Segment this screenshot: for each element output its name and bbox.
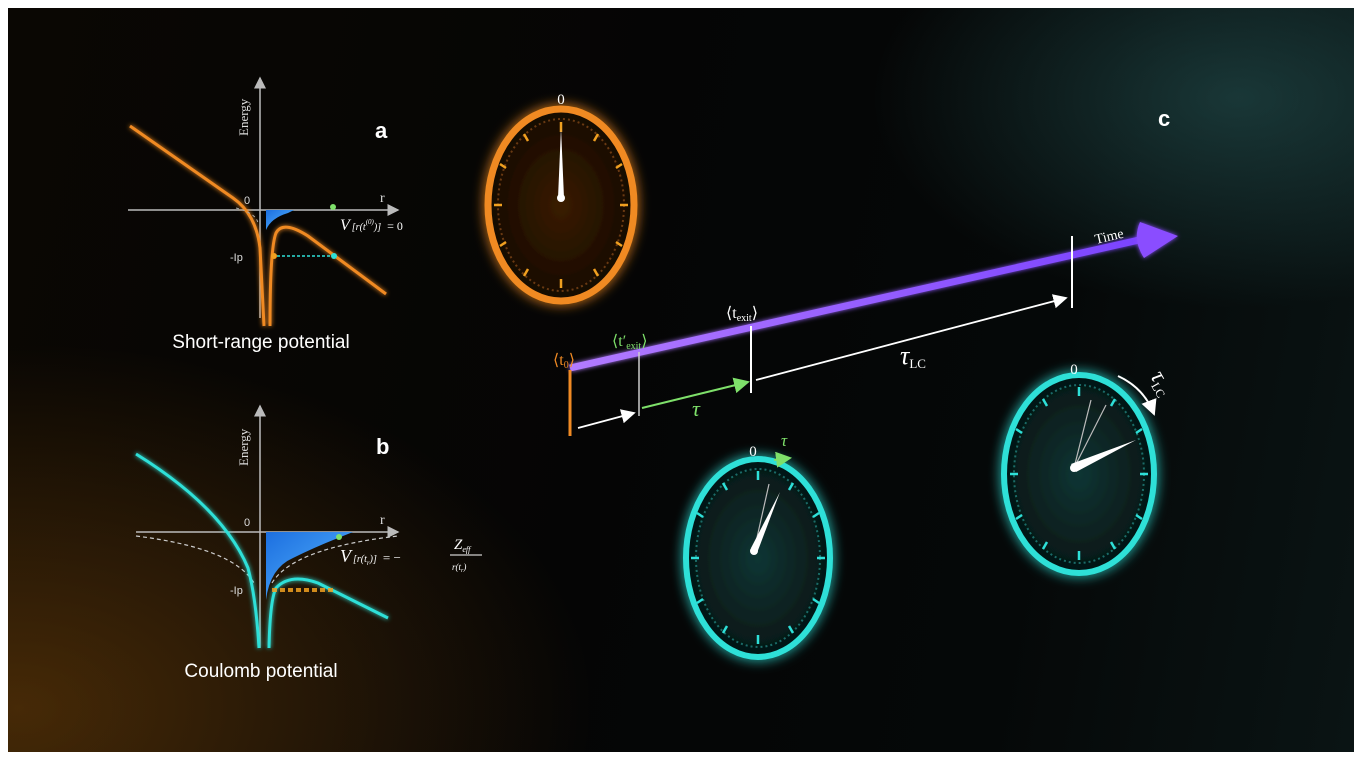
panel-a-green-dot [330,204,336,210]
panel-a-orange-dot [271,253,277,259]
panel-b-equation-denominator: r(tr) [452,562,466,574]
time-arrowhead [1136,222,1178,258]
panel-a-equation: V [r(t(0))] = 0 [340,217,403,234]
panel-a-letter: a [375,118,388,143]
panel-c: c Time ⟨t0⟩ ⟨t′exit⟩ ⟨texit⟩ τ τLC [553,106,1178,436]
teal-clock-middle-zero-label: 0 [749,444,757,460]
tau-arrow [641,377,750,409]
panel-b-equation-numerator: Zeff [454,537,472,554]
panel-b-energy-label: Energy [236,428,251,466]
panel-b-blue-fill [266,532,353,600]
teal-clock-middle-hand [751,492,780,553]
tau-lc-label: τLC [900,341,926,371]
time-label: Time [1094,227,1126,248]
teal-clock-middle-ticks [691,471,825,644]
teal-clock-middle: 0 τ [683,431,833,660]
teal-clock-middle-center [750,547,758,555]
teal-clock-right-tau-label: τLC [1144,366,1179,400]
teal-clock-right-ghost-hand-1 [1073,399,1092,469]
panel-a-energy-label: Energy [236,98,251,136]
teal-clock-right-zero-label: 0 [1070,362,1078,378]
figure-canvas: Energy r 0 -Ip a V [r(t(0))] = 0 Short-ran… [8,8,1354,752]
figure-svg: Energy r 0 -Ip a V [r(t(0))] = 0 Short-ran… [128,76,1179,682]
teal-clock-right-tau-arrow [1117,375,1157,416]
teal-clock-right-rim [1001,372,1157,576]
panel-a-teal-dot [331,253,337,259]
panel-a-zero-label: 0 [244,195,250,207]
panel-b-zero-label: 0 [244,517,250,529]
time-beam [569,234,1149,372]
teal-clock-right-hand [1071,440,1136,472]
panel-b-ip-label: -Ip [230,585,243,597]
panel-b-equation: V [r(tr)] = − [340,546,401,567]
t0-to-texit-prime-arrow [577,409,636,429]
panel-b-r-label: r [380,513,385,528]
orange-clock-center [557,194,565,202]
texit-prime-label: ⟨t′exit⟩ [612,333,647,352]
teal-clock-middle-tau-label: τ [781,431,788,450]
panel-a-dashed-curve [235,207,259,224]
panel-c-letter: c [1158,106,1170,131]
panel-a-blue-fill [266,210,294,230]
panel-b-caption: Coulomb potential [184,661,337,682]
tau-label: τ [692,396,701,421]
teal-clock-right-ticks [1010,387,1148,560]
orange-clock: 0 [484,92,638,305]
teal-clock-right-ghost-hand-2 [1073,404,1107,469]
t0-label: ⟨t0⟩ [553,352,575,371]
panel-a-caption: Short-range potential [172,332,349,353]
panel-a: Energy r 0 -Ip a V [r(t(0))] = 0 Short-ran… [128,76,403,353]
texit-label: ⟨texit⟩ [726,305,758,324]
teal-clock-middle-tau-arrow [773,451,792,468]
teal-clock-right-center [1070,464,1078,472]
orange-clock-hand [558,128,564,198]
panel-b-letter: b [376,434,389,459]
panel-b-potential-curve [135,452,389,649]
panel-b: Energy r 0 -Ip b V [r(tr)] = − Zeff r(tr) … [135,404,482,682]
panel-b-green-dot [336,534,342,540]
teal-clock-right: 0 τLC [1001,362,1179,576]
tau-lc-arrow [755,294,1068,381]
orange-clock-zero-label: 0 [557,92,565,108]
panel-a-r-label: r [380,191,385,206]
panel-a-ip-label: -Ip [230,252,243,264]
orange-clock-rim [484,105,638,305]
panel-b-dashed-curve [135,535,399,584]
teal-clock-middle-rim [683,456,833,660]
panel-a-potential-curve [129,124,387,327]
